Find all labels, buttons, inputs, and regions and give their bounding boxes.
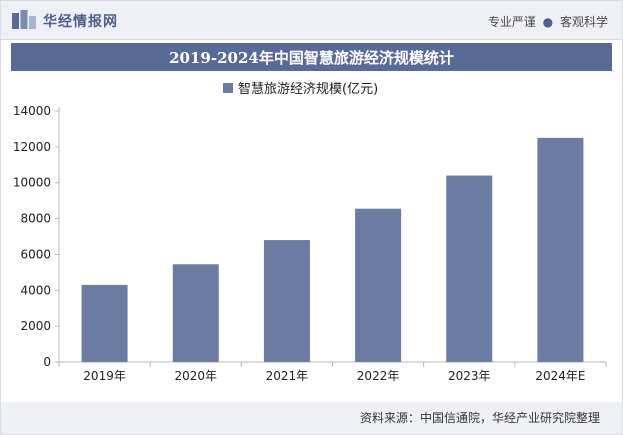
- slogan-left: 专业严谨: [487, 15, 536, 29]
- y-tick-label: 8000: [20, 212, 51, 226]
- slogan-separator: ●: [542, 15, 554, 29]
- x-tick-label: 2023年: [448, 369, 491, 383]
- x-tick-label: 2024年E: [535, 369, 585, 383]
- x-tick-label: 2020年: [174, 369, 217, 383]
- slogan-right: 客观科学: [559, 15, 608, 29]
- x-tick-label: 2021年: [266, 369, 309, 383]
- slogan: 专业严谨 ● 客观科学: [488, 13, 608, 30]
- bar-chart: 0 2000 4000 6000 8000 10000 12000 14000 2019年 202…: [13, 81, 607, 383]
- y-tick-label: 6000: [20, 247, 51, 261]
- bar: [263, 240, 310, 362]
- brand-name: 华经情报网: [43, 14, 118, 30]
- bar: [446, 175, 493, 362]
- y-tick-label: 0: [43, 355, 51, 369]
- chart-title-bar: 2019-2024年中国智慧旅游经济规模统计: [11, 43, 612, 71]
- y-tick-label: 4000: [20, 283, 51, 297]
- header-bar: 华经情报网 专业严谨 ● 客观科学: [1, 1, 622, 40]
- bar: [172, 264, 219, 362]
- x-tick-label: 2019年: [83, 369, 126, 383]
- source-note: 资料来源：中国信通院，华经产业研究院整理: [359, 411, 600, 425]
- x-tick-label: 2022年: [357, 369, 400, 383]
- y-tick-label: 12000: [13, 140, 51, 154]
- bar: [537, 137, 584, 362]
- chart-title: 2019-2024年中国智慧旅游经济规模统计: [169, 49, 454, 67]
- y-tick-label: 10000: [13, 176, 51, 190]
- y-tick-label: 2000: [20, 319, 51, 333]
- legend-swatch: [223, 83, 233, 93]
- y-tick-label: 14000: [13, 104, 51, 118]
- footer-bar: 资料来源：中国信通院，华经产业研究院整理: [1, 402, 622, 434]
- legend-label: 智慧旅游经济规模(亿元): [238, 81, 378, 97]
- bar: [355, 208, 402, 362]
- bar: [81, 284, 128, 362]
- brand-logo-icon: [12, 10, 36, 29]
